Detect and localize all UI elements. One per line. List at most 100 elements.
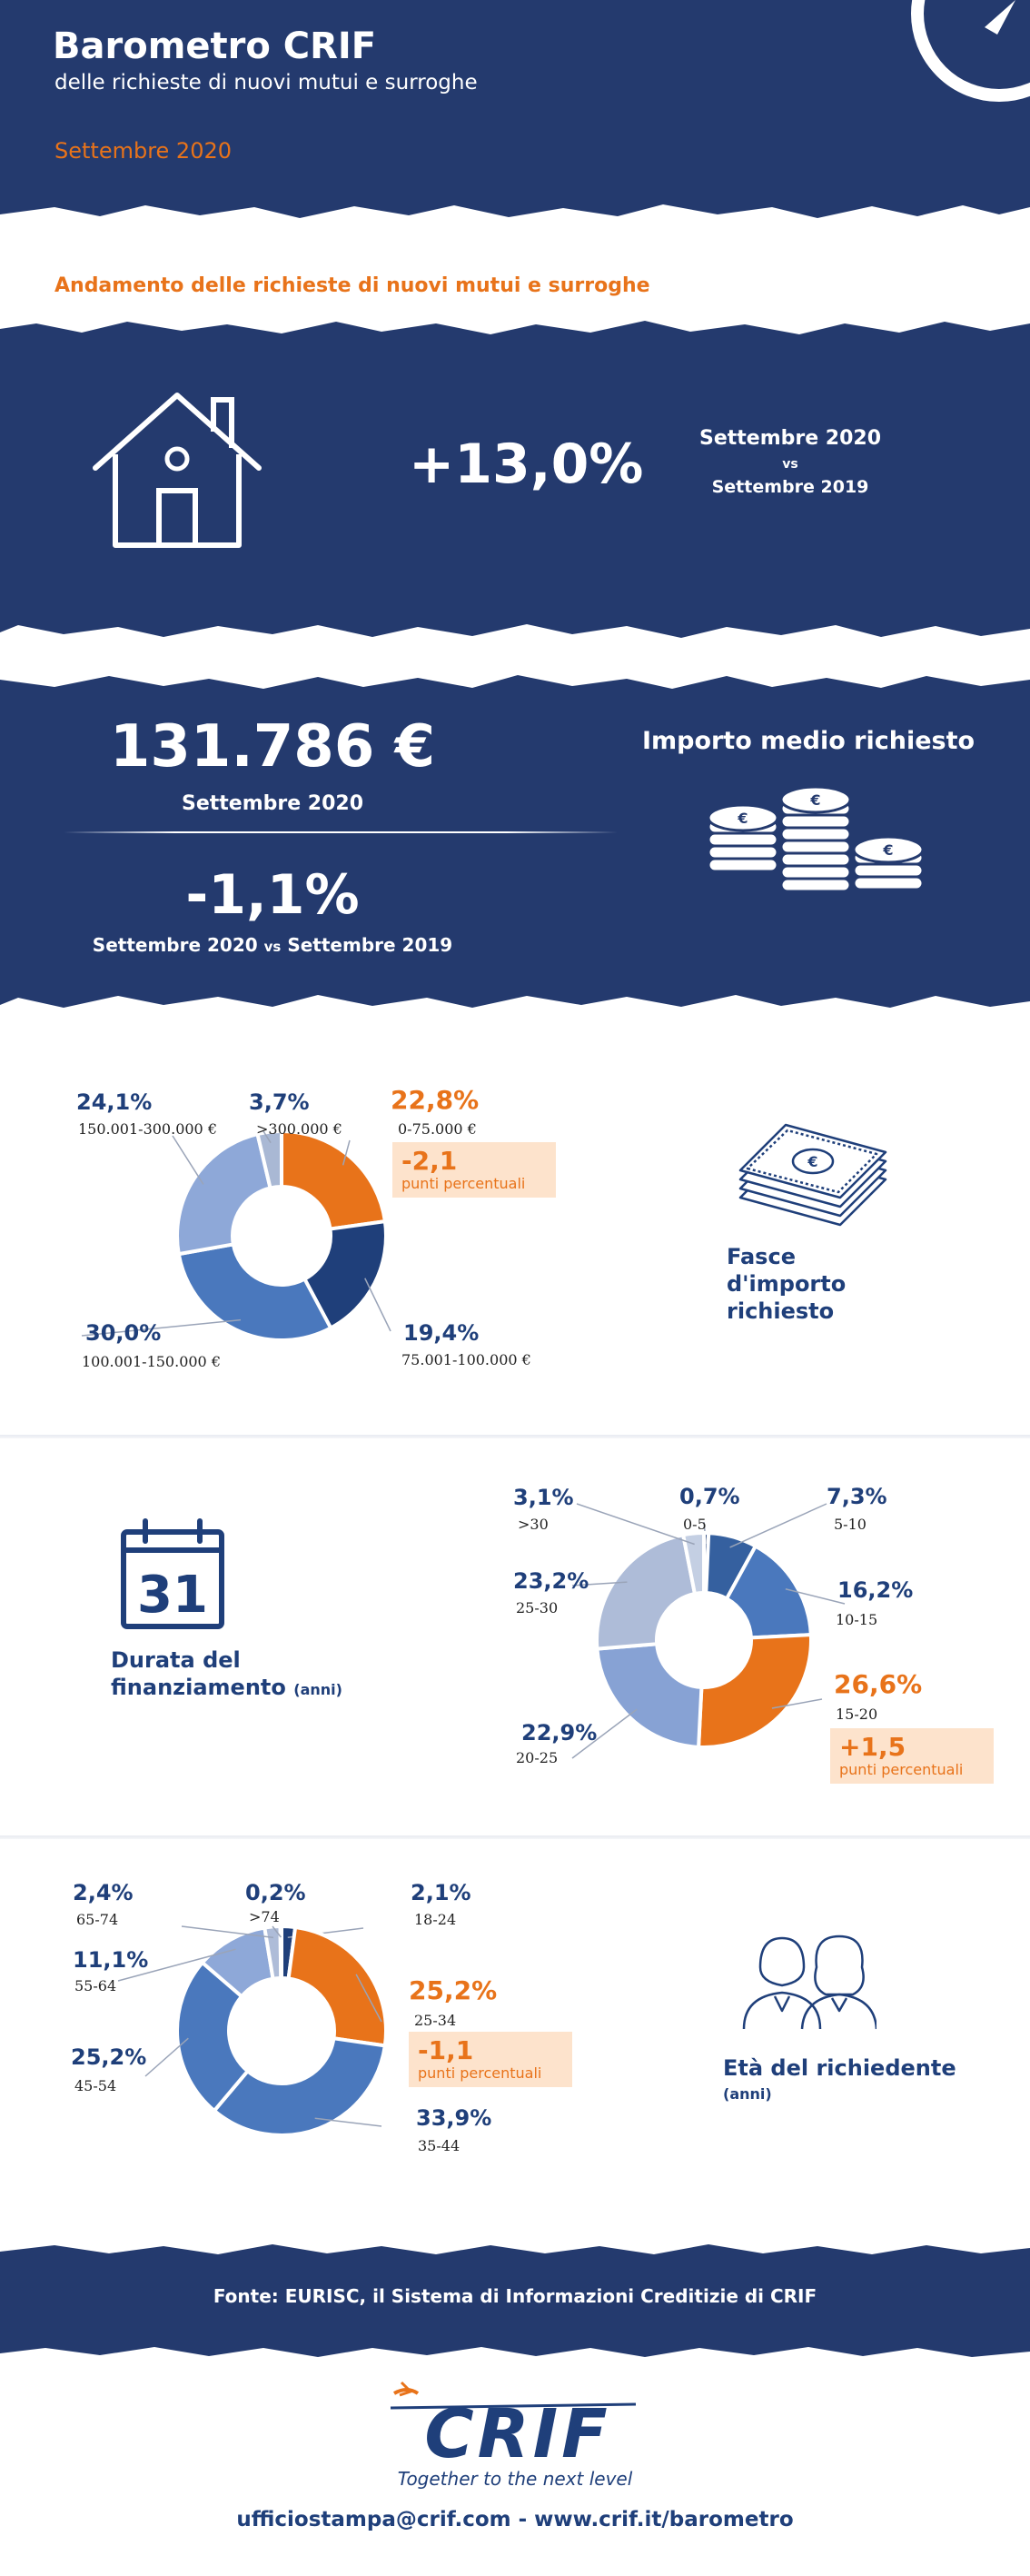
donut-slice-45-54 — [175, 1960, 251, 2114]
torn-edge-top — [0, 675, 1030, 692]
label-pct-0-7: 0,7% — [679, 1484, 740, 1509]
donut-slice-0-75-000 — [280, 1129, 388, 1231]
donut-slice-100-001-150-000 — [176, 1242, 333, 1342]
house-icon — [93, 393, 262, 548]
trend-title: Andamento delle richieste di nuovi mutui… — [54, 274, 650, 297]
label-range-65-74: 65-74 — [76, 1911, 119, 1928]
label-range-75-100: 75.001-100.000 € — [401, 1351, 531, 1368]
highlight-box: +1,5 punti percentuali — [830, 1728, 994, 1784]
coin-euro-symbol: € — [809, 791, 820, 809]
label-range-15-20: 15-20 — [836, 1706, 878, 1723]
label-pct-19: 19,4% — [403, 1320, 480, 1346]
leader-line — [571, 1581, 628, 1586]
compass-icon — [911, 0, 1030, 102]
label-pct-2-4: 2,4% — [73, 1880, 134, 1905]
highlight-box: -2,1 punti percentuali — [392, 1142, 556, 1198]
label-range-150-300: 150.001-300.000 € — [78, 1120, 217, 1138]
header-subtitle: delle richieste di nuovi mutui e surrogh… — [54, 71, 478, 94]
donut-slice-300-000 — [255, 1129, 283, 1190]
torn-edge-bottom — [0, 618, 1030, 638]
footer-contact: ufficiostampa@crif.com - www.crif.it/bar… — [236, 2508, 794, 2531]
amount-bands-donut — [81, 1129, 391, 1342]
label-pct-0-2: 0,2% — [245, 1880, 306, 1905]
trend-period-compare: Settembre 2019 — [711, 477, 869, 497]
label-range-300: >300.000 € — [256, 1120, 342, 1138]
leader-line — [576, 1503, 695, 1546]
duration-donut — [571, 1503, 846, 1759]
amount-change-period: Settembre 2020 vs Settembre 2019 — [54, 934, 490, 956]
highlight-value: +1,5 — [839, 1732, 906, 1762]
amount-change: -1,1% — [185, 863, 360, 927]
label-pct-24: 24,1% — [76, 1089, 153, 1115]
calendar-day: 31 — [137, 1566, 208, 1625]
highlight-box: -1,1 punti percentuali — [409, 2032, 572, 2087]
label-range-10-15: 10-15 — [836, 1611, 878, 1628]
donut-slice-74 — [278, 1924, 283, 1981]
trend-period-main: Settembre 2020 — [698, 427, 882, 450]
people-icon — [742, 1934, 876, 2030]
section-divider — [0, 1435, 1030, 1438]
trend-value: +13,0% — [409, 433, 644, 496]
leader-line — [355, 1974, 382, 2023]
section-divider — [0, 1835, 1030, 1839]
label-range-55-64: 55-64 — [74, 1977, 117, 1994]
leader-line — [144, 2037, 189, 2077]
label-range-18-24: 18-24 — [414, 1911, 457, 1928]
banknote-euro-symbol: € — [807, 1153, 817, 1170]
leader-line — [785, 1588, 846, 1605]
label-pct-26-6: 26,6% — [834, 1669, 923, 1699]
label-pct-22-9: 22,9% — [521, 1720, 598, 1746]
header-title: Barometro CRIF — [53, 25, 377, 67]
label-range-5-10: 5-10 — [834, 1516, 867, 1533]
torn-edge-bottom — [0, 2342, 1030, 2357]
torn-edge-bottom — [0, 989, 1030, 1008]
calendar-icon: 31 — [121, 1518, 224, 1629]
label-pct-7-3: 7,3% — [827, 1484, 887, 1509]
leader-line — [172, 1135, 204, 1185]
label-range-25-30: 25-30 — [516, 1599, 559, 1616]
leader-line — [314, 2117, 382, 2127]
crif-logo-text: CRIF — [424, 2395, 610, 2473]
highlight-unit: punti percentuali — [401, 1175, 526, 1192]
duration-title: Durata del finanziamento (anni) — [111, 1646, 347, 1704]
label-pct-30: 30,0% — [85, 1320, 162, 1346]
label-range-0-75: 0-75.000 € — [398, 1120, 477, 1138]
age-title-unit: (anni) — [723, 2085, 772, 2103]
duration-title-text: Durata del finanziamento — [111, 1647, 286, 1700]
source-text: Fonte: EURISC, il Sistema di Informazion… — [213, 2285, 817, 2307]
amount-value: 131.786 € — [109, 713, 436, 781]
label-range-45-54: 45-54 — [74, 2077, 117, 2094]
header-period: Settembre 2020 — [54, 138, 233, 164]
label-pct-23-2: 23,2% — [513, 1568, 589, 1594]
label-range-25-34: 25-34 — [414, 2012, 457, 2029]
trend-band — [0, 336, 1030, 620]
amount-bands-title: Fasce d'importo richiesto — [727, 1244, 847, 1324]
source-band — [0, 2257, 1030, 2344]
amount-label: Importo medio richiesto — [641, 727, 976, 755]
donut-slice-20-25 — [595, 1642, 704, 1749]
label-pct-11-1: 11,1% — [73, 1947, 149, 1973]
leader-line — [571, 1708, 638, 1759]
crif-logo: CRIF — [390, 2381, 637, 2473]
leader-line — [729, 1503, 827, 1548]
label-range-35-44: 35-44 — [418, 2137, 461, 2154]
torn-edge-top — [0, 2244, 1030, 2259]
amount-change-period-b: Settembre 2019 — [287, 934, 453, 956]
donut-slice-10-15 — [724, 1543, 813, 1640]
amount-period: Settembre 2020 — [181, 792, 364, 815]
amount-change-vs: vs — [263, 939, 282, 955]
label-pct-25-2-orange: 25,2% — [409, 1975, 498, 2005]
torn-edge-bottom — [0, 198, 1030, 218]
leader-line — [771, 1698, 823, 1709]
label-range-74: >74 — [249, 1908, 280, 1925]
leader-line — [364, 1278, 391, 1332]
label-pct-16-2: 16,2% — [837, 1577, 914, 1603]
leader-line — [81, 1318, 242, 1337]
donut-slice-30 — [680, 1530, 706, 1596]
amount-change-period-a: Settembre 2020 — [92, 934, 258, 956]
donut-slice-25-34 — [286, 1925, 388, 2048]
label-range-30: >30 — [518, 1516, 549, 1533]
donut-slice-150-001-300-000 — [175, 1131, 272, 1257]
leader-line — [181, 1925, 274, 1939]
banknotes-icon: € — [738, 1123, 887, 1227]
